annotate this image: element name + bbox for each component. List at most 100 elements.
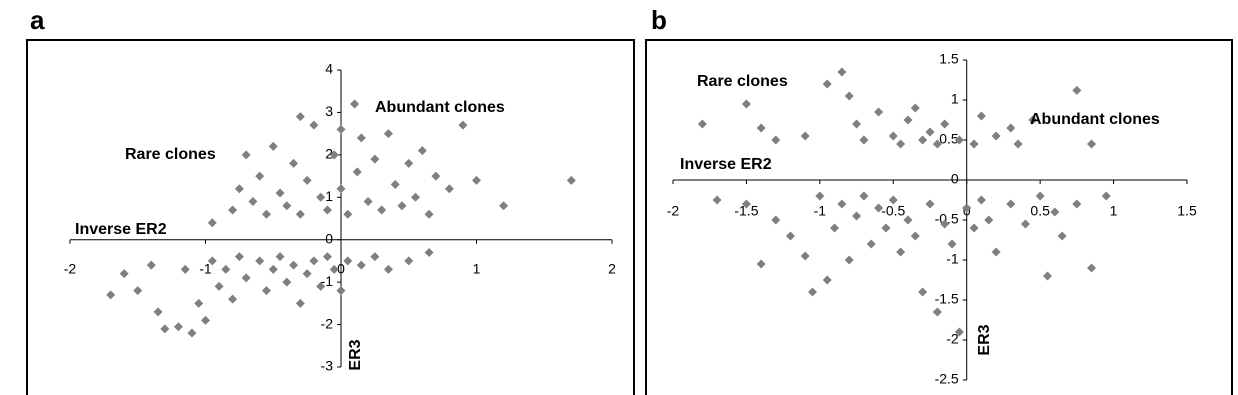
point <box>1050 207 1060 217</box>
point <box>1072 199 1082 209</box>
point <box>954 327 964 337</box>
point <box>991 131 1001 141</box>
y-tick-label: 0.5 <box>939 131 959 147</box>
point <box>896 139 906 149</box>
annotation: Abundant clones <box>375 99 505 116</box>
point <box>837 199 847 209</box>
point <box>756 259 766 269</box>
point <box>1020 219 1030 229</box>
point <box>859 135 869 145</box>
y-axis-title: ER3 <box>347 339 364 370</box>
point <box>383 264 393 274</box>
point <box>976 195 986 205</box>
point <box>918 135 928 145</box>
point <box>261 286 271 296</box>
point <box>295 112 305 122</box>
point <box>499 201 509 211</box>
point <box>194 298 204 308</box>
point <box>424 209 434 219</box>
point <box>888 131 898 141</box>
y-tick-label: -3 <box>321 358 334 374</box>
y-tick-label: -1 <box>321 273 334 289</box>
point <box>910 103 920 113</box>
point <box>201 315 210 325</box>
point <box>411 192 421 202</box>
point <box>329 150 339 160</box>
annotation: Rare clones <box>125 146 216 163</box>
point <box>295 209 305 219</box>
point <box>268 264 278 274</box>
point <box>350 99 360 109</box>
y-tick-label: -2 <box>946 331 959 347</box>
point <box>336 184 346 194</box>
point <box>925 127 935 137</box>
point <box>866 239 876 249</box>
point <box>241 273 251 283</box>
point <box>261 209 271 219</box>
point <box>275 188 285 198</box>
x-tick-label: -1 <box>814 203 827 219</box>
point <box>444 184 454 194</box>
point <box>785 231 795 241</box>
point <box>241 150 251 160</box>
point <box>1028 115 1038 125</box>
point <box>383 129 393 139</box>
point <box>1013 139 1023 149</box>
x-tick-label: 1.5 <box>1177 203 1197 219</box>
point <box>969 223 979 233</box>
point <box>1101 191 1111 201</box>
point <box>343 209 353 219</box>
point <box>741 199 751 209</box>
point <box>404 158 414 168</box>
y-tick-label: 1 <box>325 188 333 204</box>
point <box>888 195 898 205</box>
point <box>697 119 707 129</box>
point <box>940 219 950 229</box>
point <box>1087 139 1097 149</box>
point <box>756 123 766 133</box>
point <box>940 119 950 129</box>
y-tick-label: -2 <box>321 315 334 331</box>
point <box>268 141 278 151</box>
x-tick-label: 2 <box>608 260 616 276</box>
x-tick-label: -1.5 <box>734 203 758 219</box>
point <box>458 120 468 130</box>
point <box>207 256 217 266</box>
point <box>822 275 832 285</box>
annotation: Rare clones <box>697 73 788 90</box>
point <box>881 223 891 233</box>
point <box>859 191 869 201</box>
y-tick-label: 0 <box>951 171 959 187</box>
point <box>302 175 312 185</box>
point <box>180 264 190 274</box>
x-tick-label: 0.5 <box>1030 203 1050 219</box>
y-tick-label: -1.5 <box>935 291 959 307</box>
point <box>1042 271 1052 281</box>
point <box>954 135 964 145</box>
point <box>173 322 183 332</box>
y-tick-label: 2 <box>325 146 333 162</box>
y-tick-label: 0 <box>325 230 333 246</box>
x-tick-label: -1 <box>199 260 212 276</box>
point <box>837 67 847 77</box>
point <box>947 239 957 249</box>
point <box>248 197 258 207</box>
point <box>309 120 319 130</box>
y-tick-label: 4 <box>325 61 333 77</box>
point <box>255 171 265 181</box>
x-tick-label: 0 <box>337 260 345 276</box>
point <box>808 287 818 297</box>
point <box>228 294 238 304</box>
point <box>932 307 942 317</box>
point <box>377 205 387 215</box>
point <box>472 175 481 185</box>
point <box>910 231 920 241</box>
panel-frame <box>26 39 635 395</box>
point <box>160 324 170 334</box>
point <box>356 133 366 143</box>
point <box>925 199 935 209</box>
point <box>822 79 832 89</box>
point <box>771 215 781 225</box>
